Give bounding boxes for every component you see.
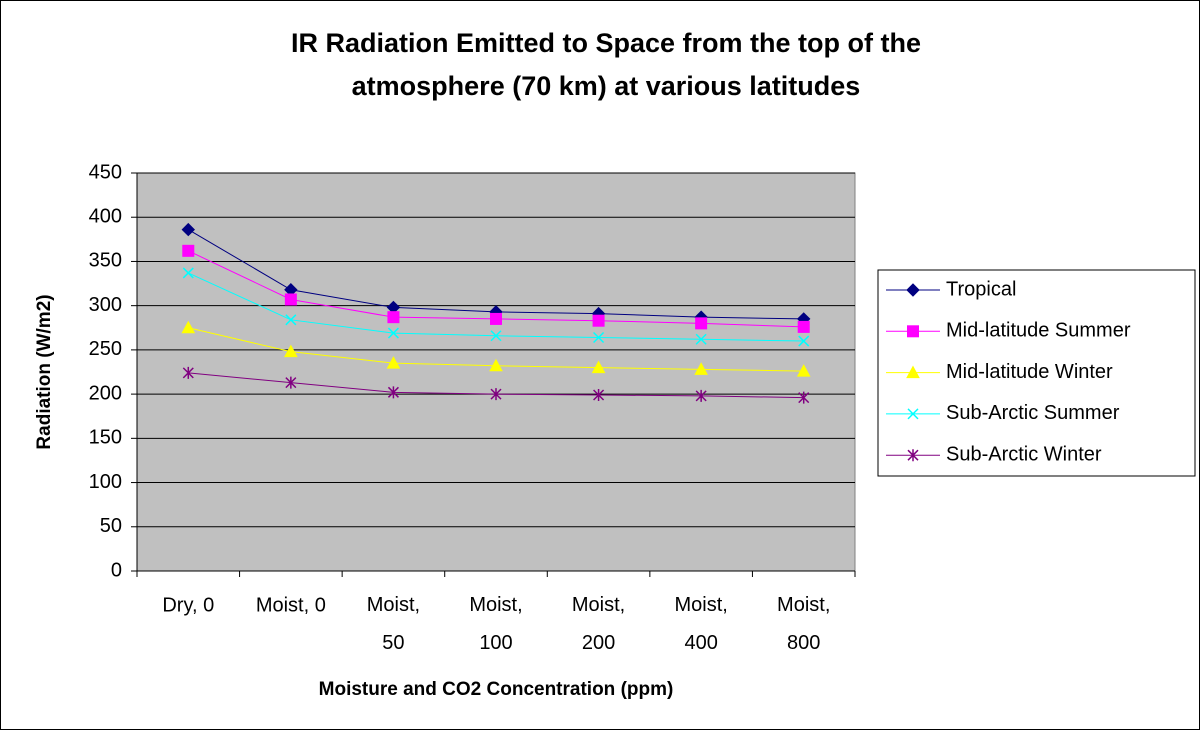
- marker: [386, 356, 401, 369]
- legend-marker: [907, 449, 919, 462]
- x-tick-label: Moist, 100: [469, 594, 522, 654]
- y-tick-label: 350: [89, 250, 122, 272]
- y-tick-label: 150: [89, 427, 122, 449]
- x-tick-label: Moist, 0: [256, 594, 326, 616]
- y-tick-label: 100: [89, 471, 122, 493]
- marker: [695, 317, 708, 330]
- legend-marker: [907, 325, 919, 338]
- x-tick-label: Moist, 200: [572, 594, 625, 654]
- chart-title: atmosphere (70 km) at various latitudes: [352, 71, 861, 101]
- marker: [593, 388, 605, 401]
- marker: [695, 333, 707, 345]
- plot-area: [136, 172, 856, 572]
- x-tick-label: Moist, 50: [367, 594, 420, 654]
- legend-label: Tropical: [946, 278, 1016, 300]
- marker: [182, 267, 194, 279]
- marker: [284, 344, 298, 358]
- legend-label: Mid-latitude Winter: [946, 361, 1113, 383]
- y-tick-label: 250: [89, 338, 122, 360]
- marker: [796, 364, 811, 377]
- marker: [387, 327, 399, 339]
- y-tick-label: 450: [89, 161, 122, 183]
- marker: [592, 314, 605, 327]
- x-axis-title: Moisture and CO2 Concentration (ppm): [319, 679, 674, 700]
- marker: [490, 312, 502, 325]
- marker: [591, 360, 606, 374]
- marker: [489, 358, 503, 372]
- legend-label: Mid-latitude Summer: [946, 320, 1131, 342]
- y-tick-label: 0: [111, 559, 122, 581]
- legend-label: Sub-Arctic Summer: [946, 402, 1120, 424]
- legend-label: Sub-Arctic Winter: [946, 443, 1102, 465]
- y-tick-label: 300: [89, 294, 122, 316]
- marker: [694, 362, 708, 375]
- marker: [182, 244, 195, 257]
- legend-marker: [906, 365, 920, 379]
- marker: [285, 376, 297, 389]
- marker: [797, 320, 810, 333]
- y-tick-label: 50: [100, 515, 122, 537]
- marker: [387, 311, 400, 324]
- marker: [490, 388, 502, 401]
- marker: [798, 335, 810, 347]
- marker: [593, 331, 605, 344]
- x-tick-label: Dry, 0: [162, 594, 214, 616]
- marker: [285, 314, 297, 326]
- chart-title: IR Radiation Emitted to Space from the t…: [291, 28, 921, 58]
- marker: [695, 389, 707, 402]
- marker: [798, 391, 810, 404]
- x-tick-label: Moist, 400: [674, 594, 727, 654]
- marker: [182, 366, 194, 379]
- y-axis-title: Radiation (W/m2): [34, 294, 55, 449]
- marker: [181, 222, 195, 237]
- legend-marker: [907, 408, 919, 420]
- marker: [284, 293, 297, 306]
- marker: [181, 320, 196, 334]
- marker: [387, 386, 399, 399]
- legend-marker: [906, 283, 920, 297]
- y-tick-label: 200: [89, 382, 122, 404]
- y-tick-label: 400: [89, 206, 122, 228]
- x-tick-label: Moist, 800: [777, 594, 830, 654]
- marker: [490, 330, 502, 342]
